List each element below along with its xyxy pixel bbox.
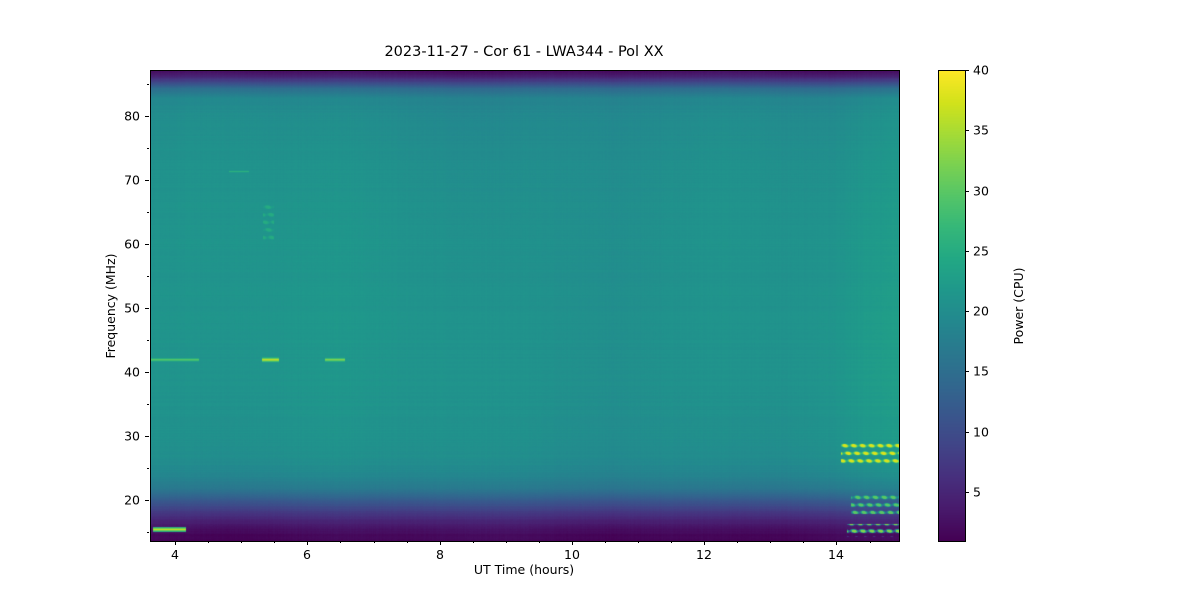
y-minor-tick-mark bbox=[147, 532, 149, 533]
spectrogram-axes[interactable] bbox=[150, 70, 900, 542]
x-tick-label: 14 bbox=[828, 547, 844, 562]
y-minor-tick-mark bbox=[147, 212, 149, 213]
y-minor-tick-mark bbox=[147, 404, 149, 405]
colorbar-tick-mark bbox=[965, 130, 969, 131]
x-tick-label: 8 bbox=[436, 547, 444, 562]
colorbar-tick-mark bbox=[965, 492, 969, 493]
x-minor-tick-mark bbox=[473, 541, 474, 543]
x-tick-mark bbox=[704, 541, 705, 545]
x-minor-tick-mark bbox=[803, 541, 804, 543]
x-tick-label: 12 bbox=[696, 547, 712, 562]
x-minor-tick-mark bbox=[638, 541, 639, 543]
y-tick-mark bbox=[145, 116, 149, 117]
x-tick-label: 4 bbox=[171, 547, 179, 562]
y-minor-tick-mark bbox=[147, 148, 149, 149]
colorbar-tick-mark bbox=[965, 251, 969, 252]
x-minor-tick-mark bbox=[241, 541, 242, 543]
x-minor-tick-mark bbox=[770, 541, 771, 543]
x-minor-tick-mark bbox=[506, 541, 507, 543]
colorbar[interactable] bbox=[938, 70, 966, 542]
colorbar-tick-label: 15 bbox=[973, 363, 989, 379]
x-tick-mark bbox=[836, 541, 837, 545]
x-tick-label: 6 bbox=[303, 547, 311, 562]
x-minor-tick-mark bbox=[671, 541, 672, 543]
y-tick-label: 40 bbox=[124, 364, 140, 380]
y-tick-label: 50 bbox=[124, 300, 140, 316]
y-tick-mark bbox=[145, 308, 149, 309]
y-tick-label: 30 bbox=[124, 428, 140, 444]
x-minor-tick-mark bbox=[374, 541, 375, 543]
y-tick-label: 80 bbox=[124, 108, 140, 124]
colorbar-tick-label: 10 bbox=[973, 424, 989, 440]
y-tick-label: 60 bbox=[124, 236, 140, 252]
x-minor-tick-mark bbox=[737, 541, 738, 543]
colorbar-tick-label: 25 bbox=[973, 243, 989, 259]
x-minor-tick-mark bbox=[539, 541, 540, 543]
colorbar-tick-mark bbox=[965, 432, 969, 433]
x-minor-tick-mark bbox=[870, 541, 871, 543]
colorbar-tick-mark bbox=[965, 70, 969, 71]
x-tick-mark bbox=[572, 541, 573, 545]
x-tick-mark bbox=[307, 541, 308, 545]
colorbar-label: Power (CPU) bbox=[1011, 267, 1026, 345]
y-axis-label: Frequency (MHz) bbox=[103, 253, 118, 359]
colorbar-tick-label: 20 bbox=[973, 303, 989, 319]
x-minor-tick-mark bbox=[605, 541, 606, 543]
x-tick-mark bbox=[440, 541, 441, 545]
y-tick-mark bbox=[145, 180, 149, 181]
spectrogram-image bbox=[151, 71, 899, 541]
x-minor-tick-mark bbox=[208, 541, 209, 543]
x-tick-label: 10 bbox=[564, 547, 580, 562]
colorbar-tick-label: 40 bbox=[973, 62, 989, 78]
colorbar-tick-mark bbox=[965, 191, 969, 192]
y-tick-label: 20 bbox=[124, 492, 140, 508]
x-minor-tick-mark bbox=[274, 541, 275, 543]
y-tick-mark bbox=[145, 244, 149, 245]
colorbar-tick-label: 35 bbox=[973, 122, 989, 138]
colorbar-tick-mark bbox=[965, 311, 969, 312]
x-tick-mark bbox=[175, 541, 176, 545]
x-minor-tick-mark bbox=[340, 541, 341, 543]
x-axis-label: UT Time (hours) bbox=[473, 562, 575, 577]
y-tick-mark bbox=[145, 372, 149, 373]
colorbar-gradient bbox=[939, 71, 965, 541]
colorbar-tick-label: 5 bbox=[973, 484, 981, 500]
colorbar-tick-mark bbox=[965, 371, 969, 372]
y-minor-tick-mark bbox=[147, 468, 149, 469]
y-tick-label: 70 bbox=[124, 172, 140, 188]
page-title: 2023-11-27 - Cor 61 - LWA344 - Pol XX bbox=[384, 44, 664, 60]
y-minor-tick-mark bbox=[147, 340, 149, 341]
y-tick-mark bbox=[145, 500, 149, 501]
x-minor-tick-mark bbox=[407, 541, 408, 543]
y-minor-tick-mark bbox=[147, 84, 149, 85]
y-minor-tick-mark bbox=[147, 276, 149, 277]
y-tick-mark bbox=[145, 436, 149, 437]
colorbar-tick-label: 30 bbox=[973, 183, 989, 199]
